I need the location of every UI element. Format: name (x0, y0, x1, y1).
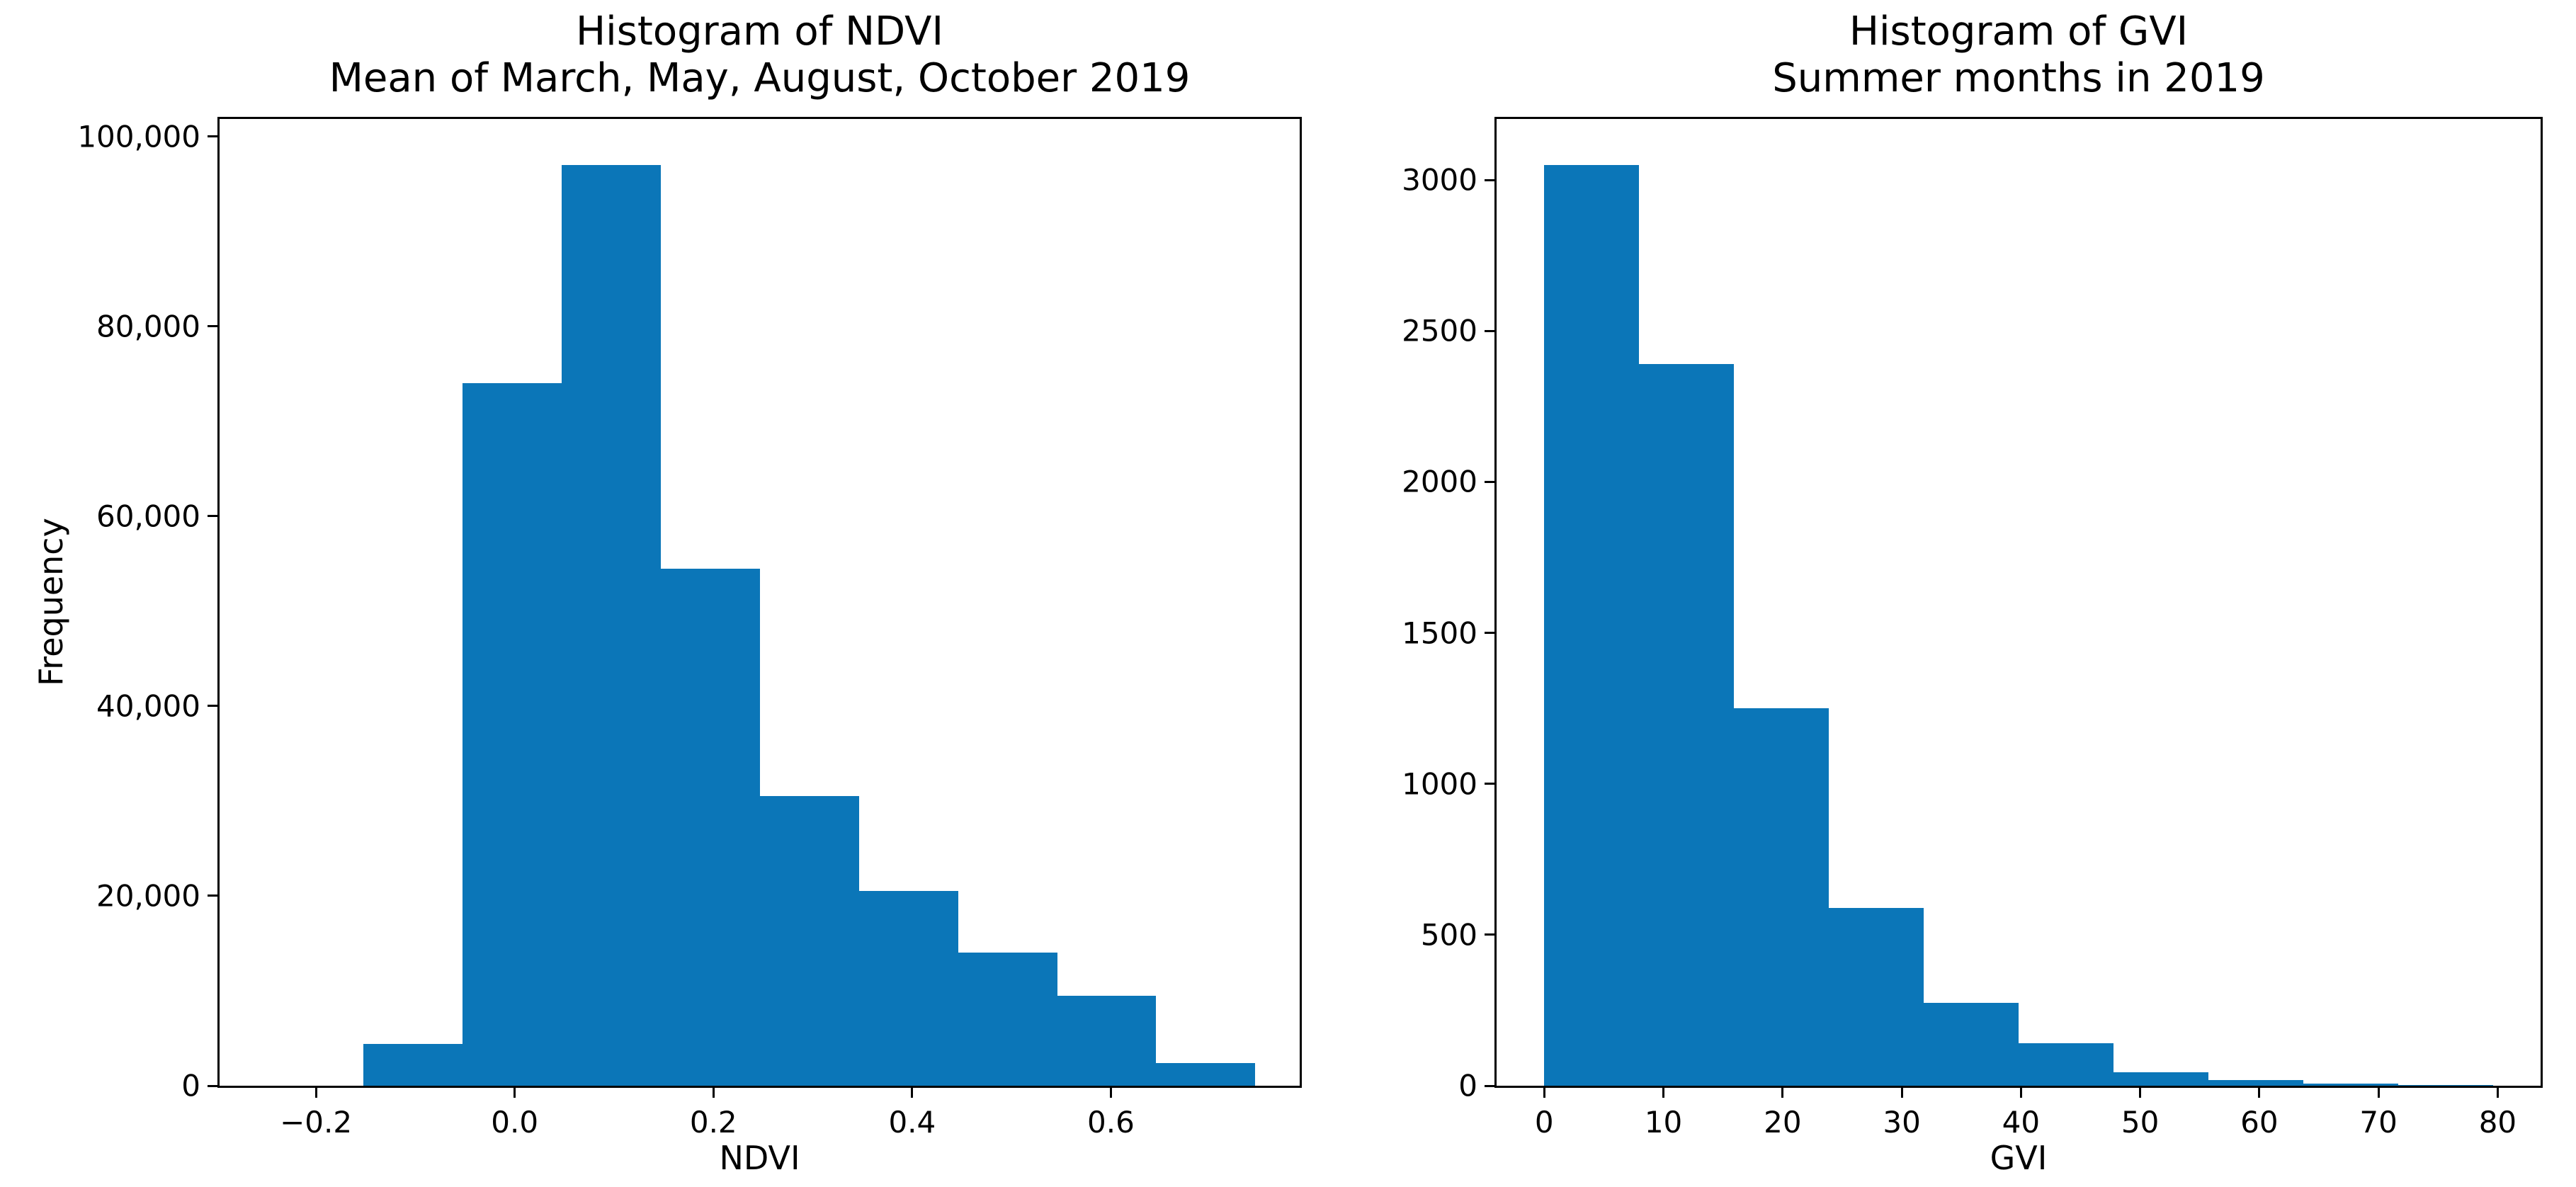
x-tick-label: 0 (1534, 1105, 1554, 1140)
plot-area: 0 10 20 30 40 50 60 70 80 0 500 1000 1500 2000 2500 300… (1402, 117, 2543, 1140)
x-tick-mark (314, 1086, 317, 1098)
gvi-histogram-chart: Histogram of GVI Summer months in 2019 0… (1402, 0, 2543, 1187)
y-tick-mark (208, 135, 220, 138)
histogram-bar (1156, 1062, 1256, 1086)
x-axis-label: GVI (1990, 1139, 2048, 1177)
y-axis-label: Frequency (32, 518, 70, 686)
histogram-bar (1924, 1002, 2019, 1086)
y-tick-mark (208, 1084, 220, 1087)
histogram-bar (1829, 907, 1924, 1086)
x-tick-label: 0.2 (689, 1105, 737, 1140)
x-tick-mark (1662, 1086, 1665, 1098)
x-tick-mark (2377, 1086, 2380, 1098)
histogram-bar (562, 165, 662, 1086)
histogram-bar (2303, 1083, 2398, 1086)
x-tick-mark (712, 1086, 715, 1098)
x-tick-mark (2258, 1086, 2261, 1098)
x-tick-label: 20 (1764, 1105, 1802, 1140)
x-tick-mark (1109, 1086, 1112, 1098)
y-tick-mark (1485, 933, 1497, 936)
y-tick-mark (1485, 480, 1497, 483)
y-tick-mark (208, 325, 220, 328)
histogram-bar (463, 383, 562, 1086)
x-tick-mark (2139, 1086, 2142, 1098)
histogram-bar (2208, 1080, 2303, 1086)
x-axis-label: NDVI (719, 1139, 800, 1177)
y-tick-label: 100,000 (77, 119, 200, 154)
chart-title: Histogram of GVI (1849, 8, 2189, 55)
y-tick-mark (1485, 178, 1497, 181)
chart-subtitle: Summer months in 2019 (1772, 55, 2265, 101)
x-tick-mark (2019, 1086, 2022, 1098)
plot-area: −0.2 0.0 0.2 0.4 0.6 0 20,000 40,000 60,000 80,00… (77, 117, 1302, 1140)
x-tick-label: 0.0 (491, 1105, 539, 1140)
y-tick-label: 0 (1458, 1068, 1477, 1103)
y-tick-label: 2000 (1402, 464, 1477, 499)
y-tick-mark (1485, 632, 1497, 635)
histogram-bar (958, 953, 1057, 1086)
x-tick-mark (1900, 1086, 1903, 1098)
histogram-bar (661, 568, 760, 1086)
x-tick-label: 60 (2240, 1105, 2279, 1140)
histogram-bar (759, 796, 859, 1086)
histogram-bar (1734, 708, 1829, 1086)
x-tick-mark (1781, 1086, 1784, 1098)
chart-title-block: Histogram of NDVI Mean of March, May, Au… (217, 8, 1302, 102)
y-tick-mark (1485, 1084, 1497, 1087)
y-tick-label: 80,000 (96, 309, 200, 344)
histogram-bar (363, 1044, 463, 1086)
chart-title-block: Histogram of GVI Summer months in 2019 (1494, 8, 2543, 102)
histogram-bar (858, 891, 958, 1086)
histogram-bar (2019, 1043, 2113, 1086)
y-tick-mark (208, 515, 220, 518)
x-tick-label: 10 (1644, 1105, 1683, 1140)
y-tick-mark (1485, 783, 1497, 785)
x-tick-label: −0.2 (280, 1105, 353, 1140)
x-tick-mark (1543, 1086, 1545, 1098)
histogram-bar (2113, 1072, 2208, 1086)
chart-title: Histogram of NDVI (576, 8, 943, 55)
chart-subtitle: Mean of March, May, August, October 2019 (329, 55, 1191, 101)
y-tick-mark (208, 894, 220, 897)
x-tick-label: 70 (2359, 1105, 2398, 1140)
y-tick-label: 1000 (1402, 766, 1477, 802)
histogram-bar (2398, 1084, 2493, 1086)
x-tick-label: 30 (1883, 1105, 1921, 1140)
y-tick-mark (1485, 329, 1497, 332)
x-tick-label: 40 (2002, 1105, 2041, 1140)
y-tick-label: 60,000 (96, 499, 200, 534)
y-tick-label: 500 (1420, 917, 1477, 953)
histogram-bar (1639, 364, 1735, 1086)
x-tick-label: 50 (2121, 1105, 2160, 1140)
y-tick-label: 20,000 (96, 878, 200, 914)
histogram-bar (1544, 164, 1640, 1086)
ndvi-histogram-chart: Histogram of NDVI Mean of March, May, Au… (77, 0, 1302, 1187)
y-tick-mark (208, 705, 220, 708)
y-tick-label: 40,000 (96, 688, 200, 724)
x-tick-mark (2496, 1086, 2499, 1098)
y-tick-label: 3000 (1402, 162, 1477, 198)
y-tick-label: 0 (181, 1068, 200, 1103)
x-tick-mark (514, 1086, 516, 1098)
y-tick-label: 2500 (1402, 313, 1477, 348)
x-tick-label: 0.4 (888, 1105, 936, 1140)
x-tick-label: 80 (2478, 1105, 2517, 1140)
histogram-bar (1057, 995, 1157, 1086)
x-tick-label: 0.6 (1087, 1105, 1135, 1140)
x-tick-mark (911, 1086, 914, 1098)
y-tick-label: 1500 (1402, 615, 1477, 651)
